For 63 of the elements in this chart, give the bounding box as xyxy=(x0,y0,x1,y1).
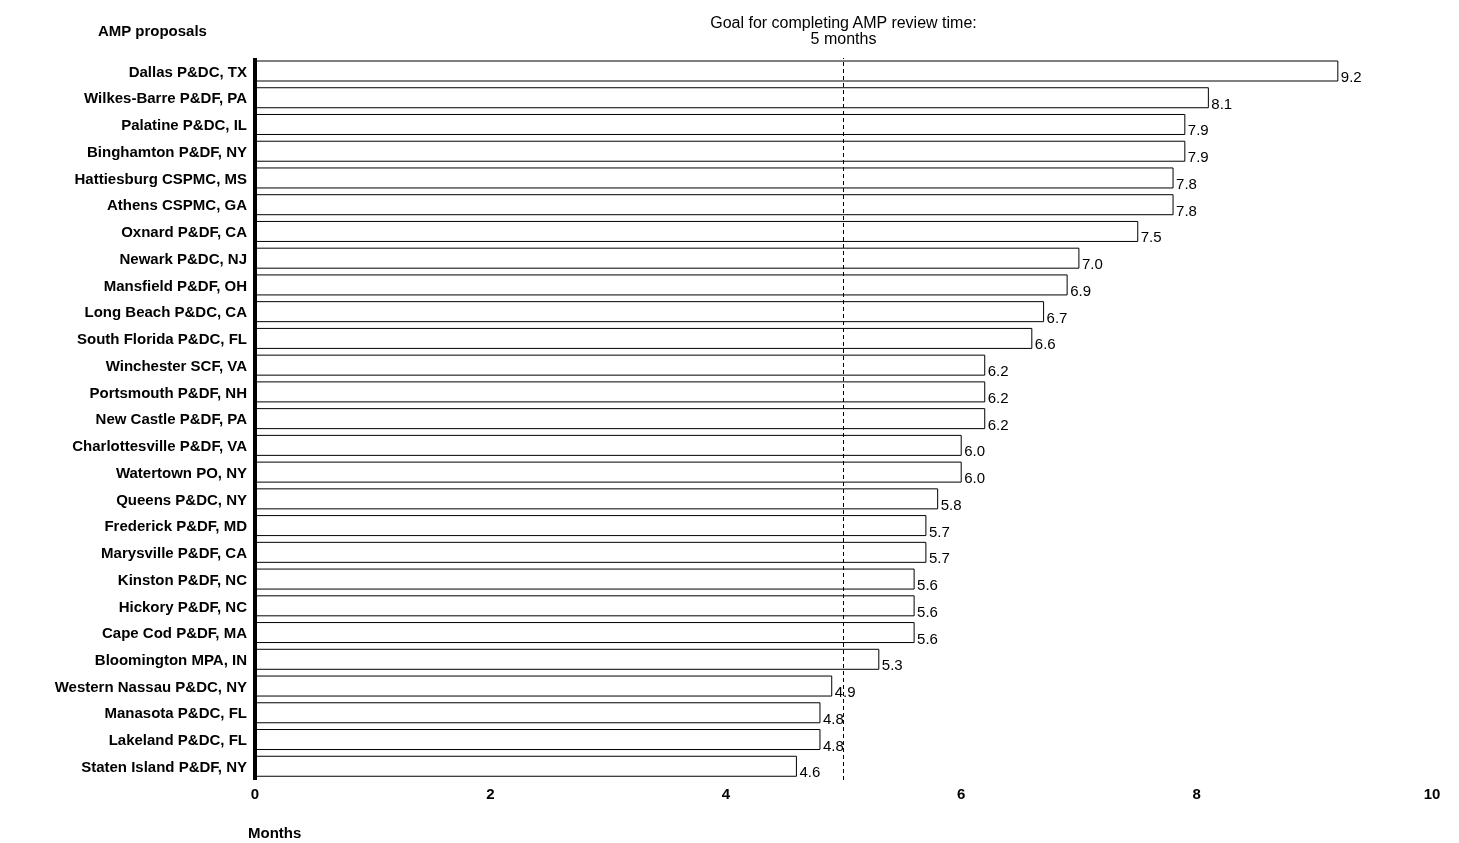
y-tick-label: Bloomington MPA, IN xyxy=(94,650,247,668)
y-tick-label: New Castle P&DF, PA xyxy=(95,410,248,428)
data-label: 7.9 xyxy=(1187,121,1209,139)
y-tick-label: Charlottesville P&DF, VA xyxy=(72,437,248,455)
y-axis-title: AMP proposals xyxy=(98,22,207,39)
y-tick-label: Winchester SCF, VA xyxy=(105,356,248,374)
y-tick-label: Newark P&DC, NJ xyxy=(119,249,247,267)
y-tick-label: Palatine P&DC, IL xyxy=(121,116,247,134)
data-label: 6.7 xyxy=(1046,308,1068,326)
y-tick-label: Wilkes-Barre P&DF, PA xyxy=(84,89,248,107)
data-label: 5.7 xyxy=(928,549,950,567)
data-label: 7.9 xyxy=(1187,148,1209,166)
data-label: 7.8 xyxy=(1176,174,1197,192)
x-tick-label: 10 xyxy=(1423,784,1441,802)
data-label: 7.8 xyxy=(1176,201,1197,219)
data-label: 5.6 xyxy=(917,602,938,620)
y-tick-label: Dallas P&DC, TX xyxy=(128,62,247,80)
y-tick-label: Frederick P&DF, MD xyxy=(104,517,248,535)
y-tick-label: Cape Cod P&DF, MA xyxy=(101,624,248,642)
x-tick-label: 4 xyxy=(721,784,731,802)
ref-line-label: Goal for completing AMP review time: 5 months xyxy=(710,14,977,47)
data-label: 4.6 xyxy=(799,763,821,781)
y-tick-label: Long Beach P&DC, CA xyxy=(84,303,248,321)
data-label: 4.8 xyxy=(822,709,844,727)
y-tick-label: South Florida P&DC, FL xyxy=(77,330,247,348)
data-label: 4.9 xyxy=(834,683,856,701)
y-tick-label: Staten Island P&DF, NY xyxy=(81,757,247,775)
data-label: 5.6 xyxy=(917,576,938,594)
data-label: 6.6 xyxy=(1034,335,1056,353)
y-tick-label: Manasota P&DC, FL xyxy=(104,704,247,722)
data-label: 9.2 xyxy=(1340,68,1362,85)
y-tick-label: Lakeland P&DC, FL xyxy=(108,731,247,749)
data-label: 6.9 xyxy=(1070,281,1091,299)
y-tick-label: Oxnard P&DF, CA xyxy=(121,223,248,241)
x-axis-title: Months xyxy=(248,824,302,842)
data-label: 8.1 xyxy=(1211,94,1233,112)
data-label: 5.7 xyxy=(928,522,950,540)
data-label: 5.3 xyxy=(881,656,903,674)
y-tick-label: Athens CSPMC, GA xyxy=(106,196,248,214)
x-tick-label: 6 xyxy=(957,784,966,802)
data-label: 6.2 xyxy=(987,415,1009,433)
y-tick-label: Queens P&DC, NY xyxy=(116,490,247,508)
y-tick-label: Western Nassau P&DC, NY xyxy=(54,677,247,695)
data-label: 6.0 xyxy=(964,442,986,460)
data-label: 6.0 xyxy=(964,469,986,487)
x-tick-label: 2 xyxy=(486,784,495,802)
data-label: 6.2 xyxy=(987,362,1009,380)
data-label: 7.5 xyxy=(1140,228,1162,246)
data-label: 4.8 xyxy=(822,736,844,754)
x-tick-label: 8 xyxy=(1192,784,1201,802)
data-label: 6.2 xyxy=(987,388,1009,406)
data-label: 5.6 xyxy=(917,629,938,647)
y-tick-label: Binghamton P&DF, NY xyxy=(87,142,247,160)
data-label: 7.0 xyxy=(1081,255,1103,273)
y-tick-label: Mansfield P&DF, OH xyxy=(103,276,247,294)
y-tick-label: Marysville P&DF, CA xyxy=(101,544,248,562)
y-tick-label: Hattiesburg CSPMC, MS xyxy=(74,169,247,187)
y-tick-label: Portsmouth P&DF, NH xyxy=(89,383,247,401)
y-tick-label: Hickory P&DF, NC xyxy=(118,597,248,615)
y-tick-label: Kinston P&DF, NC xyxy=(117,570,248,588)
x-tick-label: 0 xyxy=(250,784,260,802)
data-label: 5.8 xyxy=(940,495,962,513)
y-tick-label: Watertown PO, NY xyxy=(115,463,247,481)
